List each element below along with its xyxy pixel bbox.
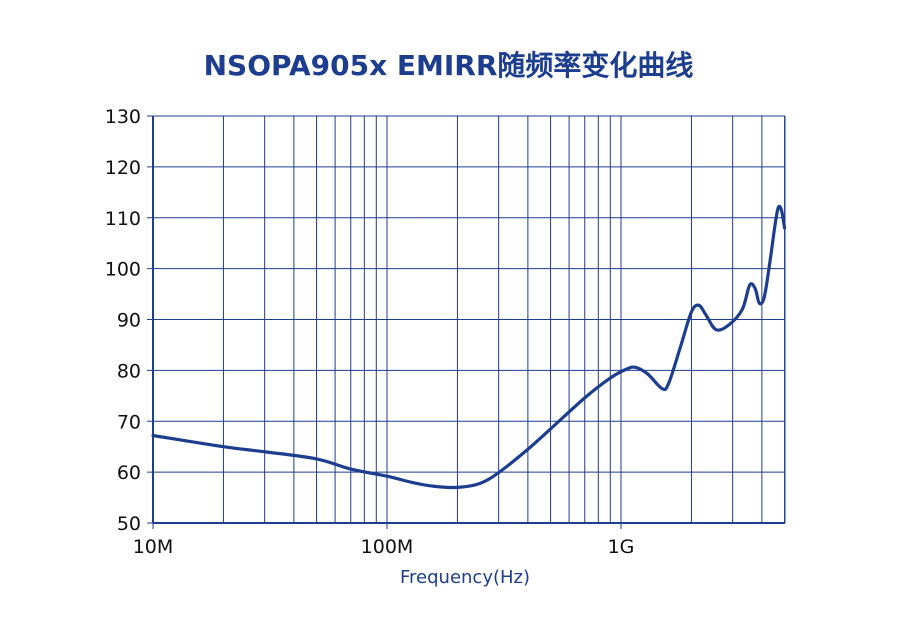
y-tick-label: 110 xyxy=(105,208,141,230)
x-axis-label: Frequency(Hz) xyxy=(400,567,530,588)
y-tick-label: 120 xyxy=(105,157,141,179)
chart-title: NSOPA905x EMIRR随频率变化曲线 xyxy=(203,49,694,82)
x-tick-label: 10M xyxy=(133,536,174,558)
y-tick-label: 100 xyxy=(105,259,141,281)
y-tick-label: 60 xyxy=(117,462,141,484)
series-group xyxy=(151,204,787,490)
y-tick-label: 70 xyxy=(117,411,141,433)
y-tick-label: 90 xyxy=(117,310,141,332)
y-tick-label: 80 xyxy=(117,360,141,382)
x-tick-label: 1G xyxy=(608,536,635,558)
series-line xyxy=(151,204,787,490)
x-tick-labels: 10M 100M 1G xyxy=(133,523,635,558)
axes xyxy=(152,116,785,524)
y-tick-label: 130 xyxy=(105,106,141,128)
y-tick-label: 50 xyxy=(117,513,141,535)
y-tick-labels: 50 60 70 80 90 100 110 120 130 xyxy=(105,106,141,535)
x-tick-label: 100M xyxy=(361,536,414,558)
